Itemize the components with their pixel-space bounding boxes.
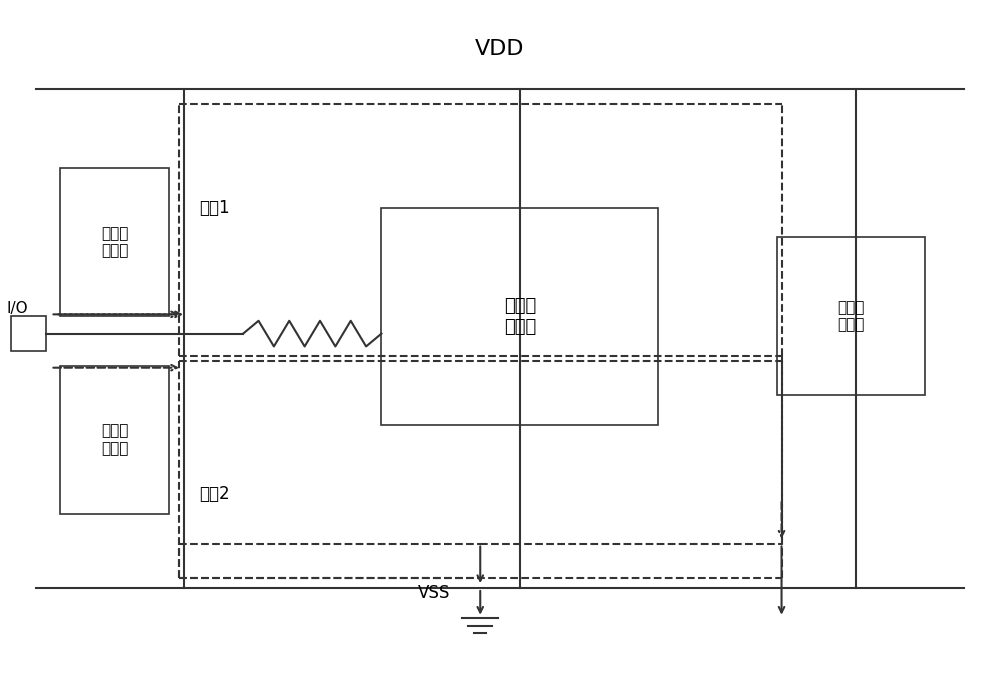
Bar	[60, 168, 169, 316]
Text: 内部核
心电路: 内部核 心电路	[504, 297, 536, 335]
Text: 路径2: 路径2	[199, 485, 229, 503]
Bar	[381, 208, 658, 425]
Text: VSS: VSS	[418, 584, 451, 602]
Bar	[11, 316, 46, 351]
Text: 静电防
护单元: 静电防 护单元	[101, 424, 128, 456]
Bar	[777, 237, 925, 395]
Text: 静电防
护单元: 静电防 护单元	[101, 226, 128, 259]
Text: I/O: I/O	[6, 301, 28, 316]
Text: VDD: VDD	[475, 40, 525, 60]
Text: 路径1: 路径1	[199, 199, 229, 217]
Bar	[60, 366, 169, 514]
Text: 静电防
护单元: 静电防 护单元	[837, 300, 864, 333]
